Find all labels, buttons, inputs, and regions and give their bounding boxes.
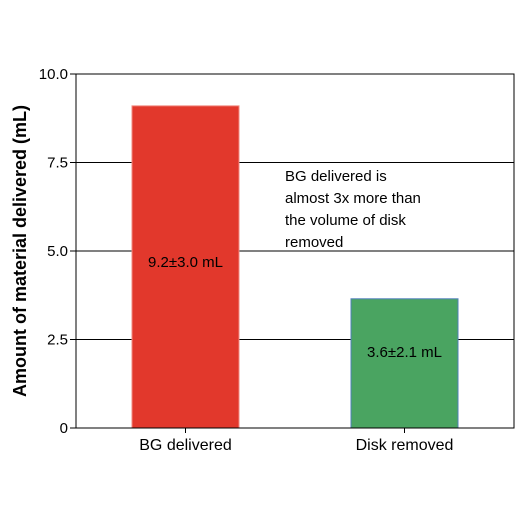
data-labels: 9.2±3.0 mL 3.6±2.1 mL (148, 254, 442, 361)
annotation-line: removed (285, 234, 343, 251)
chart-annotation: BG delivered is almost 3x more than the vo… (285, 168, 421, 251)
y-tick-label: 5.0 (47, 243, 68, 260)
bar (131, 105, 240, 429)
bars (131, 105, 459, 429)
x-axis-labels: BG delivered Disk removed (139, 428, 453, 454)
bar-value-label: 9.2±3.0 mL (148, 254, 223, 271)
y-axis-ticks: 0 2.5 5.0 7.5 10.0 (39, 66, 76, 437)
annotation-line: BG delivered is (285, 168, 387, 185)
bar-value-label: 3.6±2.1 mL (367, 344, 442, 361)
bar (350, 298, 459, 429)
y-tick-label: 0 (60, 420, 68, 437)
x-tick-label: Disk removed (356, 437, 454, 454)
x-tick-label: BG delivered (139, 437, 232, 454)
y-tick-label: 2.5 (47, 332, 68, 349)
annotation-line: almost 3x more than (285, 190, 421, 207)
y-tick-label: 10.0 (39, 66, 68, 83)
annotation-line: the volume of disk (285, 212, 406, 229)
y-axis-title: Amount of material delivered (mL) (10, 105, 30, 397)
y-tick-label: 7.5 (47, 155, 68, 172)
